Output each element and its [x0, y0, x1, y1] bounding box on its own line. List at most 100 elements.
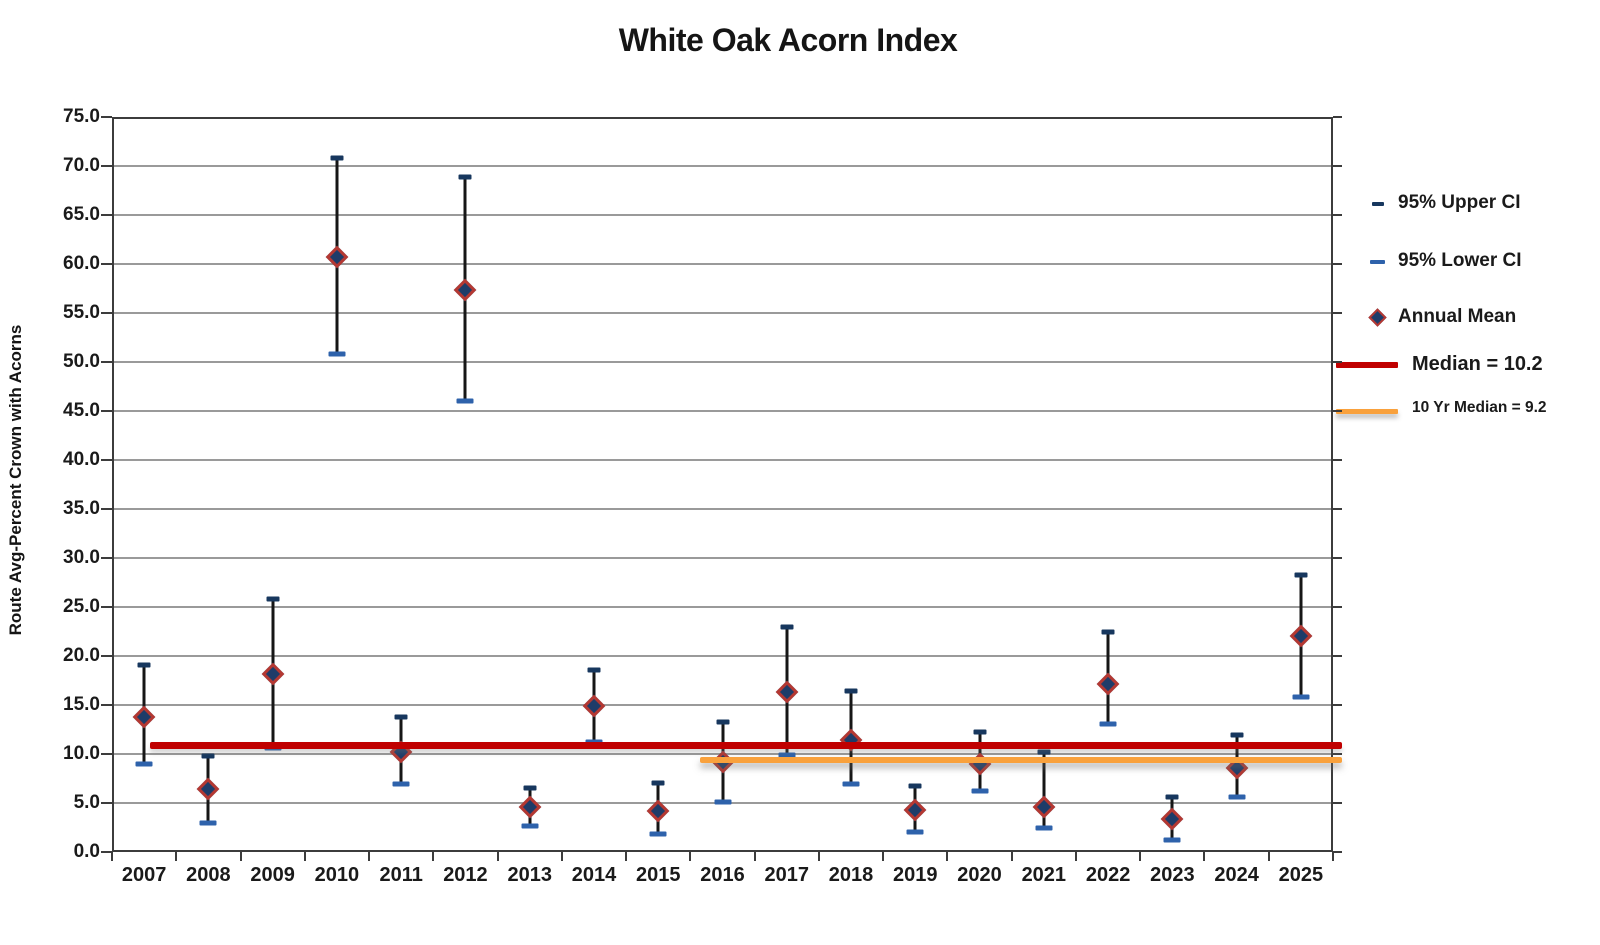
x-axis-tick [303, 852, 306, 861]
x-axis-tick-label: 2012 [443, 864, 488, 886]
upper-ci-cap [587, 667, 601, 673]
y-axis-tick-label: 5.0 [73, 792, 100, 813]
median-line-legend-icon [1336, 408, 1398, 414]
x-axis-tick [1010, 852, 1013, 861]
x-axis-tick [753, 852, 756, 861]
y-axis-title: Route Avg-Percent Crown with Acorns [6, 324, 25, 636]
upper-ci-cap [458, 174, 472, 180]
y-gridline [112, 214, 1333, 216]
lower-ci-cap [906, 829, 924, 835]
ci-dash-legend-icon [1372, 202, 1384, 206]
chart-title: White Oak Acorn Index [618, 22, 958, 58]
y-axis-tick-label: 30.0 [63, 547, 100, 568]
median-line-legend-icon [1336, 362, 1398, 368]
y-gridline [112, 655, 1333, 657]
x-axis-tick-label: 2022 [1085, 864, 1131, 886]
x-axis-tick-label: 2014 [571, 864, 617, 886]
upper-ci-cap [1165, 794, 1179, 800]
y-axis-tick-label: 50.0 [63, 351, 100, 372]
lower-ci-cap [842, 781, 860, 787]
x-axis-tick [1332, 852, 1334, 861]
lower-ci-cap [199, 820, 217, 826]
lower-ci-cap [328, 351, 346, 357]
y-axis-tick-label: 40.0 [63, 449, 100, 470]
y-axis-tick-left [101, 165, 112, 167]
y-gridline [112, 459, 1333, 461]
x-axis-tick [111, 852, 113, 861]
median-line [150, 741, 1342, 749]
x-axis-tick [946, 852, 949, 861]
y-gridline [112, 606, 1333, 608]
lower-ci-cap [456, 398, 474, 404]
y-axis-tick-right [1333, 214, 1342, 216]
ten-yr-median-line [700, 757, 1342, 764]
y-gridline [112, 361, 1333, 363]
y-axis-tick-right [1333, 851, 1342, 853]
x-axis-tick [368, 852, 371, 861]
legend-item-4: 10 Yr Median = 9.2 [1330, 399, 1600, 429]
y-axis-tick-label: 70.0 [63, 155, 100, 176]
x-axis-tick-label: 2013 [507, 864, 552, 886]
y-axis-tick-left [101, 851, 112, 853]
y-gridline [112, 263, 1333, 265]
y-axis-tick-label: 55.0 [63, 302, 100, 323]
y-axis-tick-right [1333, 361, 1342, 363]
upper-ci-cap [201, 753, 215, 759]
legend-label: Annual Mean [1398, 306, 1517, 327]
lower-ci-cap [971, 788, 989, 794]
upper-ci-cap [651, 780, 665, 786]
lower-ci-cap [1228, 794, 1246, 800]
x-axis-tick [817, 852, 820, 861]
y-axis-tick-right [1333, 410, 1342, 412]
upper-ci-cap [523, 785, 537, 791]
y-axis-tick-right [1333, 263, 1342, 265]
y-axis-tick-left [101, 606, 112, 608]
x-axis-tick [625, 852, 628, 861]
x-axis-tick [1139, 852, 1142, 861]
lower-ci-cap [392, 781, 410, 787]
x-axis-tick-label: 2009 [250, 864, 295, 886]
x-axis-tick [496, 852, 499, 861]
y-axis-tick-right [1333, 704, 1342, 706]
upper-ci-cap [1101, 629, 1115, 634]
upper-ci-cap [780, 624, 794, 630]
legend-label: 95% Lower CI [1398, 250, 1522, 271]
x-axis-tick-label: 2018 [828, 864, 874, 886]
upper-ci-cap [266, 596, 280, 602]
lower-ci-cap [521, 823, 539, 829]
legend-label: 95% Upper CI [1398, 192, 1521, 213]
x-axis-tick-label: 2007 [121, 864, 167, 886]
lower-ci-cap [714, 799, 731, 805]
x-axis-tick-label: 2016 [700, 864, 745, 886]
y-axis-tick-label: 10.0 [63, 743, 100, 764]
upper-ci-cap [908, 783, 922, 789]
legend-item-2: Annual Mean [1330, 306, 1600, 336]
upper-ci-cap [330, 155, 344, 161]
legend-item-1: 95% Lower CI [1330, 250, 1600, 280]
y-axis-tick-right [1333, 459, 1342, 461]
x-axis-tick-label: 2024 [1214, 864, 1259, 886]
y-axis-tick-left [101, 655, 112, 657]
y-axis-tick-left [101, 312, 112, 314]
y-axis-tick-left [101, 214, 112, 216]
y-axis-tick-left [101, 263, 112, 265]
x-axis-tick-label: 2020 [957, 864, 1002, 886]
y-axis-tick-right [1333, 557, 1342, 559]
x-axis-tick [175, 852, 178, 861]
y-gridline [112, 704, 1333, 706]
y-axis-tick-right [1333, 802, 1342, 804]
x-axis-tick-label: 2021 [1021, 864, 1067, 886]
error-bar [1042, 752, 1046, 829]
ci-dash-legend-icon [1370, 260, 1385, 264]
legend-item-0: 95% Upper CI [1330, 192, 1600, 222]
x-axis-tick [882, 852, 885, 861]
x-axis-tick-label: 2025 [1278, 864, 1324, 886]
y-axis-tick-right [1333, 655, 1342, 657]
upper-ci-cap [844, 688, 858, 694]
y-gridline [112, 557, 1333, 559]
y-axis-tick-left [101, 410, 112, 412]
x-axis-tick-label: 2019 [893, 864, 938, 886]
y-axis-tick-label: 20.0 [63, 645, 100, 666]
y-axis-tick-left [101, 704, 112, 706]
